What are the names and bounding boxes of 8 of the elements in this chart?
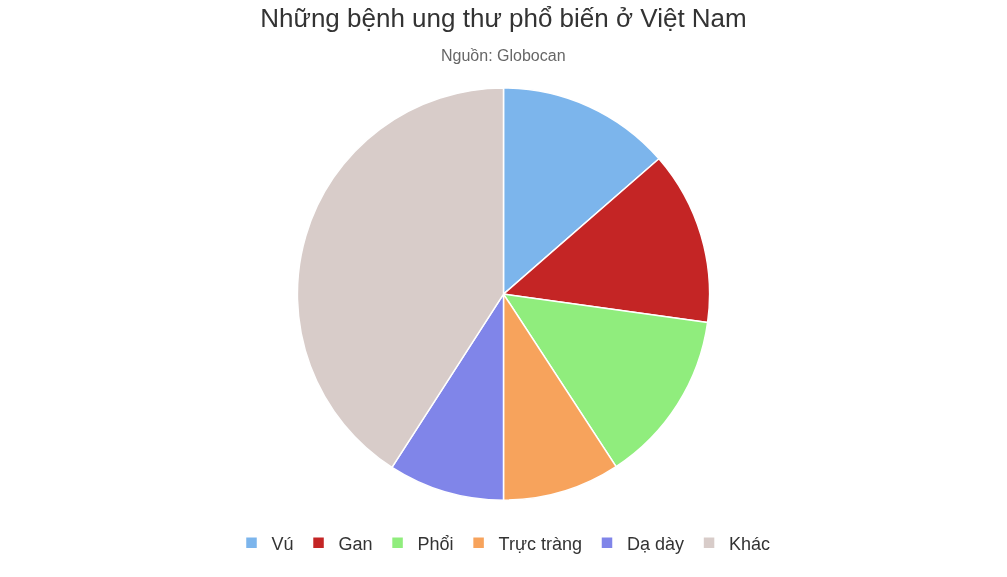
- legend-label: Dạ dày: [627, 533, 685, 554]
- legend-label: Khác: [729, 533, 771, 554]
- legend-label: Trực tràng: [498, 533, 582, 554]
- legend-label: Phổi: [417, 533, 454, 554]
- legend-label: Vú: [271, 533, 294, 554]
- chart-title: Những bệnh ung thư phổ biến ở Việt Nam: [260, 2, 747, 33]
- chart-subtitle: Nguồn: Globocan: [441, 47, 566, 64]
- legend-label: Gan: [338, 533, 373, 554]
